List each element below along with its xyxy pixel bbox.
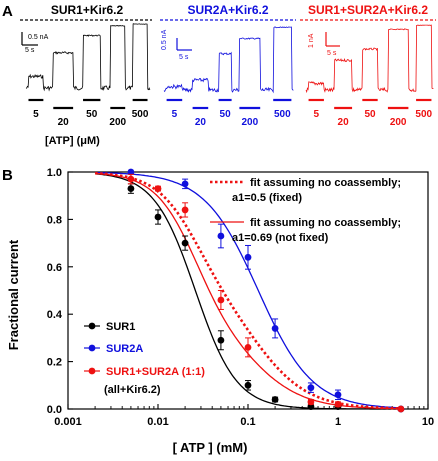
data-point-sur2a [271,325,279,332]
scale-current-label: 1 nA [308,33,315,48]
legend-label: SUR1 [106,321,135,333]
atp-bar-label: 50 [364,109,376,120]
data-point-sur1-sur2a [154,185,162,192]
panel-b: B 0.0 0.2 0.4 0.6 0.8 1.0 0.001 0.01 0.1 1 10 fit a… [2,167,434,455]
x-tick-label: 0.1 [240,416,255,428]
data-point-sur1 [271,396,279,403]
legend-label: SUR2A [106,343,143,355]
atp-bar-label: 500 [415,109,432,120]
trace-sur2a: SUR2A+Kir6.2 0.5 nA 5 s 5 20 50 200 500 [160,3,296,128]
atp-bar-label: 50 [220,109,232,120]
data-point-sur2a [127,168,135,176]
data-point-sur2a [334,391,342,399]
data-point-sur1 [154,213,162,221]
data-point-sur1-sur2a [217,296,225,304]
y-tick-label: 1.0 [47,167,62,179]
x-tick-label: 0.01 [147,416,168,428]
scale-time-label: 5 s [179,54,189,61]
x-axis-label: [ ATP ] (mM) [173,440,248,455]
panel-b-label: B [2,167,13,184]
y-tick-label: 0.8 [47,214,62,226]
y-tick-label: 0.6 [47,262,62,274]
atp-bar-label: 5 [33,109,39,120]
atp-bar-label: 200 [109,117,126,128]
fit-legend-label: fit assuming no coassembly; [250,177,401,189]
scale-time-label: 5 s [327,50,337,57]
trace-title: SUR1+SUR2A+Kir6.2 [308,3,428,17]
fit-curve-sur1 [95,173,400,410]
data-point-sur1 [307,403,315,411]
atp-bar-label: 500 [274,109,291,120]
data-point-sur1 [127,185,135,192]
data-point-sur1-sur2a [244,343,252,351]
legend-marker [88,344,96,352]
legend-note: (all+Kir6.2) [104,384,161,396]
y-tick-label: 0.0 [47,404,62,416]
atp-bar-label: 200 [390,117,407,128]
data-point-sur1-sur2a [397,405,405,413]
plot-area: 0.0 0.2 0.4 0.6 0.8 1.0 0.001 0.01 0.1 1 10 fit ass… [47,167,434,428]
current-trace [163,26,294,94]
data-point-sur1-sur2a [127,175,135,183]
atp-bar-label: 20 [195,117,207,128]
legend-marker [88,367,96,375]
atp-axis-label: [ATP] (μM) [45,135,100,147]
y-axis-label: Fractional current [6,239,21,350]
current-trace [25,23,151,92]
y-tick-label: 0.4 [47,309,63,321]
atp-bar-label: 5 [313,109,319,120]
data-point-sur1 [217,336,225,344]
panel-a-label: A [2,3,13,20]
fit-legend-label: fit assuming no coassembly; [250,217,401,229]
fit-curve-sur2a [95,171,400,409]
atp-bar-label: 500 [132,109,149,120]
atp-bar-label: 5 [172,109,178,120]
data-point-sur2a [181,180,189,188]
x-tick-label: 0.001 [54,416,82,428]
scale-time-label: 5 s [25,47,35,54]
data-point-sur2a [217,232,225,240]
trace-sur1-sur2a: SUR1+SUR2A+Kir6.2 1 nA 5 s 5 20 50 200 500 [300,3,436,128]
scale-current-label: 0.5 nA [161,29,168,50]
fit-legend-label: a1=0.5 (fixed) [232,192,302,204]
legend-marker [88,322,96,330]
trace-sur1: SUR1+Kir6.2 0.5 nA 5 s 5 20 50 200 500 [20,3,152,128]
fit-curve-dotted [95,171,400,410]
atp-application-bars: 5 20 50 200 500 [166,98,292,128]
fit-legend-label: a1=0.69 (not fixed) [232,232,329,244]
atp-bar-label: 50 [86,109,98,120]
trace-title: SUR2A+Kir6.2 [187,3,268,17]
scale-current-label: 0.5 nA [28,34,49,41]
atp-application-bars: 5 20 50 200 500 [28,98,149,128]
current-trace [305,24,434,94]
atp-bar-label: 200 [241,117,258,128]
legend-label: SUR1+SUR2A (1:1) [106,366,205,378]
data-point-sur1-sur2a [181,206,189,214]
y-tick-label: 0.2 [47,357,62,369]
data-point-sur1 [181,239,189,247]
atp-bar-label: 20 [58,117,70,128]
data-point-sur1-sur2a [334,400,342,408]
trace-title: SUR1+Kir6.2 [51,3,124,17]
data-point-sur2a [307,384,315,392]
x-tick-label: 1 [335,416,341,428]
data-point-sur1-sur2a [307,398,315,406]
atp-application-bars: 5 20 50 200 500 [308,98,433,128]
x-tick-label: 10 [422,416,434,428]
data-point-sur2a [244,253,252,261]
fit-curve-solid [95,172,400,410]
atp-bar-label: 20 [338,117,350,128]
data-point-sur1 [244,381,252,389]
panel-a: A SUR1+Kir6.2 0.5 nA 5 s 5 20 50 200 500 SUR… [2,3,436,147]
